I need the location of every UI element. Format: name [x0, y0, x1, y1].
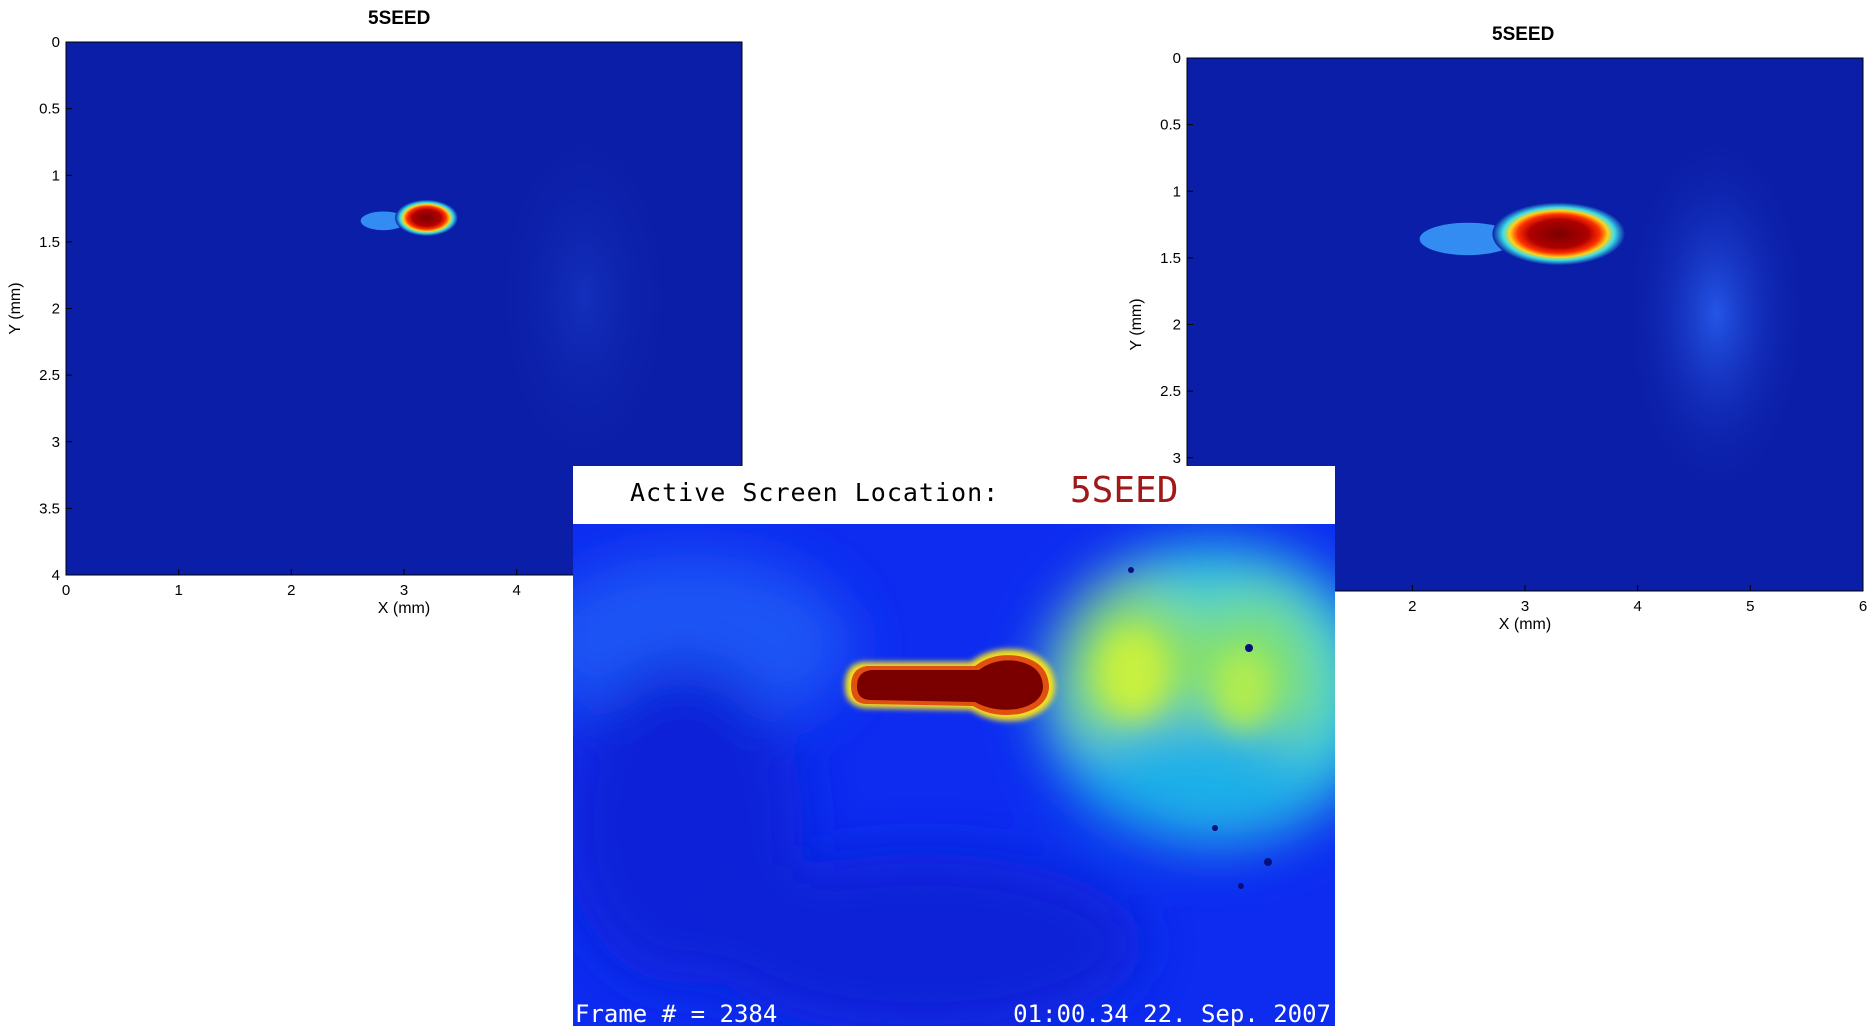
y-tick-label: 4 [52, 567, 60, 584]
x-tick-label: 3 [1521, 598, 1529, 615]
camera-frame: Active Screen Location: 5SEED [573, 466, 1335, 1026]
x-tick-label: 0 [62, 582, 70, 599]
y-tick-label: 0.5 [1160, 117, 1181, 134]
plot-title: 5SEED [1492, 24, 1555, 45]
x-tick-label: 3 [400, 582, 408, 599]
x-tick-label: 1 [174, 582, 182, 599]
active-screen-label: Active Screen Location: [630, 478, 1000, 507]
x-tick-label: 4 [1633, 598, 1641, 615]
x-tick-label: 2 [287, 582, 295, 599]
y-tick-label: 3 [52, 434, 60, 451]
y-tick-label: 2.5 [1160, 383, 1181, 400]
x-tick-label: 2 [1408, 598, 1416, 615]
y-tick-label: 1.5 [39, 234, 60, 251]
y-tick-label: 0 [1173, 50, 1181, 67]
plot-title: 5SEED [368, 8, 431, 29]
x-axis-label: X (mm) [378, 600, 430, 617]
y-tick-label: 1 [1173, 183, 1181, 200]
y-tick-label: 1.5 [1160, 250, 1181, 267]
beam-spot [395, 199, 458, 237]
active-screen-value: 5SEED [1070, 470, 1179, 511]
y-tick-label: 0.5 [39, 101, 60, 118]
camera-glow-core [1098, 629, 1273, 729]
frame-number: Frame # = 2384 [575, 1000, 778, 1026]
camera-dust-specks [1128, 567, 1272, 889]
y-axis-label: Y (mm) [1128, 298, 1145, 350]
x-tick-label: 5 [1746, 598, 1754, 615]
y-axis-label: Y (mm) [7, 282, 24, 334]
camera-image [573, 524, 1335, 1026]
x-tick-label: 4 [512, 582, 520, 599]
y-tick-label: 0 [52, 34, 60, 51]
beam-tail [360, 211, 407, 231]
background-haze [1621, 127, 1812, 501]
background-haze [489, 111, 679, 485]
x-axis-label: X (mm) [1499, 616, 1551, 633]
y-tick-label: 3.5 [39, 500, 60, 517]
y-tick-label: 2 [52, 301, 60, 318]
y-tick-label: 3 [1173, 450, 1181, 467]
y-tick-label: 1 [52, 167, 60, 184]
timestamp: 01:00.34 22. Sep. 2007 [1013, 1000, 1331, 1026]
beam-spot [1492, 202, 1626, 266]
camera-header: Active Screen Location: 5SEED [573, 466, 1335, 524]
y-tick-label: 2.5 [39, 367, 60, 384]
camera-beam-spot [845, 649, 1055, 721]
beam-tail [1419, 222, 1516, 256]
x-tick-label: 6 [1859, 598, 1867, 615]
y-tick-label: 2 [1173, 317, 1181, 334]
